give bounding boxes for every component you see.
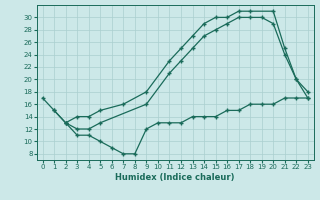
X-axis label: Humidex (Indice chaleur): Humidex (Indice chaleur) <box>116 173 235 182</box>
